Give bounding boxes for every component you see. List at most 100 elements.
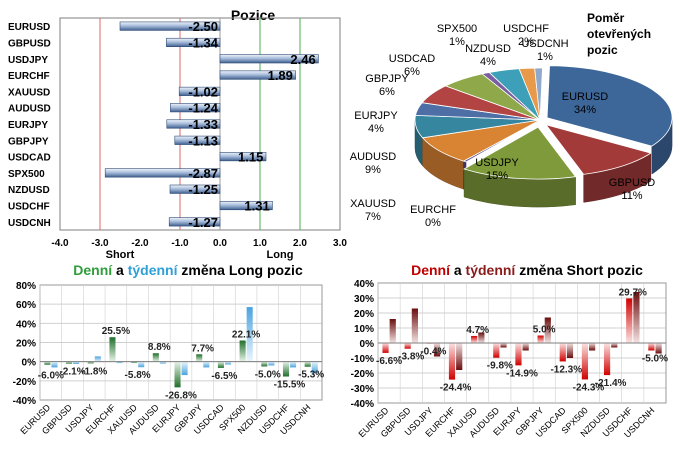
long-bar-daily-usdchf: [282, 361, 290, 377]
pie-label-value-gbpjpy: 6%: [379, 86, 395, 98]
position-bar-usdjpy: [219, 54, 319, 64]
pie-label-eurusd: EURUSD 34%: [562, 91, 609, 116]
pie-label-eurjpy: EURJPY 4%: [354, 110, 398, 135]
long-bar-weekly-xauusd: [138, 361, 145, 368]
short-data-label: -12.3%: [550, 364, 582, 375]
short-bar-weekly-gbpusd: [411, 308, 418, 343]
long-bar-daily-spx500: [239, 340, 246, 362]
long-bar-daily-gbpusd: [66, 361, 73, 364]
long-chart-title: Denní a týdenní změna Long pozic: [73, 262, 303, 278]
long-title-part-daily: Denní: [73, 262, 113, 278]
pie-label-audusd: AUDUSD 9%: [350, 151, 397, 176]
position-bar-usdchf: [219, 200, 273, 211]
position-category-label-eurjpy: EURJPY: [8, 120, 48, 131]
long-data-label: -5.0%: [255, 369, 281, 380]
short-y-tick-label: 10%: [354, 324, 374, 335]
short-y-tick-label: 20%: [354, 309, 374, 320]
short-bar-daily-usdcad: [559, 343, 566, 362]
long-y-tick-label: 40%: [16, 319, 36, 330]
pie-label-nzdusd: NZDUSD 4%: [465, 43, 511, 68]
short-y-tick-label: 30%: [354, 294, 374, 305]
pie-title: Poměr otevřených pozic: [587, 11, 654, 57]
pie-label-name-eurusd: EURUSD: [562, 91, 609, 103]
short-bar-weekly-nzdusd: [611, 343, 618, 348]
position-bar-audusd: [170, 103, 221, 113]
pie-label-spx500: SPX500 1%: [437, 23, 477, 48]
pie-label-name-eurjpy: EURJPY: [354, 110, 398, 122]
short-bar-weekly-xauusd: [478, 332, 485, 343]
pie-label-value-spx500: 1%: [449, 36, 465, 48]
position-category-label-gbpusd: GBPUSD: [8, 38, 51, 49]
short-bar-daily-gbpusd: [404, 343, 411, 349]
open-positions-pie-chart: Poměr otevřených pozic EURUSD 34% GBPUSD 11…: [350, 11, 673, 229]
short-bar-weekly-eurchf: [456, 343, 463, 370]
position-bar-gbpjpy: [174, 135, 221, 145]
long-axis-label: Long: [267, 249, 294, 261]
position-x-tick-label: 3.0: [333, 238, 347, 249]
position-x-tick-label: 2.0: [293, 238, 307, 249]
long-bar-daily-eurchf: [109, 337, 116, 362]
pie-label-value-eurusd: 34%: [574, 104, 596, 116]
pie-slice-eurusd: [546, 65, 673, 147]
long-y-tick-label: -40%: [13, 396, 36, 407]
position-bar-gbpusd: [166, 37, 221, 48]
pie-label-name-spx500: SPX500: [437, 23, 477, 35]
pie-slice-usdjpy: [463, 126, 577, 180]
position-category-label-nzdusd: NZDUSD: [8, 185, 50, 196]
position-category-label-audusd: AUDUSD: [8, 104, 51, 115]
position-bar-nzdusd: [169, 184, 221, 194]
position-category-label-usdchf: USDCHF: [8, 202, 50, 213]
short-data-label: -14.9%: [506, 368, 538, 379]
short-bar-weekly-usdcad: [566, 343, 574, 358]
long-bar-daily-nzdusd: [261, 361, 268, 367]
short-data-label: -9.8%: [487, 361, 513, 372]
pie-slice-usdcnh: [534, 67, 543, 121]
pie-label-value-usdcad: 6%: [404, 66, 420, 78]
long-bar-weekly-eurjpy: [181, 361, 188, 376]
position-value-label-usdcad: 1.15: [238, 150, 263, 165]
long-bar-daily-eurusd: [44, 361, 51, 365]
long-title-part-rest: změna Long pozic: [178, 262, 303, 278]
position-bar-eurusd: [119, 21, 221, 31]
pie-label-name-usdjpy: USDJPY: [475, 157, 519, 169]
long-data-label: -5.3%: [298, 370, 324, 381]
pie-label-value-usdjpy: 15%: [486, 170, 508, 182]
position-value-label-usdchf: 1.31: [244, 199, 269, 214]
long-y-tick-label: 20%: [16, 339, 36, 350]
position-x-tick-label: -2.0: [131, 238, 149, 249]
long-bar-weekly-usdcad: [224, 361, 232, 365]
positions-bar-chart: Pozice EURUSD -2.50 GBPUSD -1.34 USDJPY 2.46 E…: [8, 7, 347, 261]
pie-label-value-usdchf: 2%: [518, 36, 534, 48]
long-bar-weekly-gbpusd: [73, 361, 80, 364]
position-bar-eurchf: [219, 70, 296, 80]
long-bar-weekly-usdcnh: [311, 361, 318, 374]
pie-label-value-gbpusd: 11%: [621, 190, 642, 202]
pie-label-value-xauusd: 7%: [365, 211, 381, 223]
position-category-label-spx500: SPX500: [8, 169, 45, 180]
position-category-label-usdcad: USDCAD: [8, 153, 51, 164]
position-bar-eurjpy: [166, 119, 221, 129]
short-data-label: -3.8%: [398, 352, 424, 363]
pie-label-eurchf: EURCHF 0%: [410, 204, 456, 229]
short-title-part-weekly: týdenní: [466, 262, 517, 278]
long-bar-weekly-spx500: [246, 307, 253, 362]
short-y-tick-label: -30%: [351, 384, 374, 395]
short-data-label: 29.7%: [619, 287, 647, 298]
short-title-part-daily: Denní: [411, 262, 451, 278]
long-bar-weekly-eurchf: [116, 361, 123, 364]
pie-label-gbpjpy: GBPJPY 6%: [365, 73, 409, 98]
short-axis-label: Short: [106, 249, 135, 261]
long-data-label: 22.1%: [232, 329, 260, 340]
long-y-tick-label: -20%: [13, 377, 36, 388]
pie-label-name-usdcnh: USDCNH: [521, 38, 568, 50]
long-data-label: 25.5%: [102, 326, 130, 337]
short-bar-daily-usdchf: [626, 298, 633, 343]
long-bar-weekly-usdchf: [290, 361, 297, 368]
pie-label-value-nzdusd: 4%: [480, 56, 496, 68]
pie-label-name-gbpjpy: GBPJPY: [365, 73, 409, 85]
long-data-label: -6.5%: [211, 371, 237, 382]
long-data-label: -5.8%: [125, 370, 151, 381]
pie-label-name-eurchf: EURCHF: [410, 204, 456, 216]
short-y-tick-label: 40%: [354, 279, 374, 290]
long-change-bar-chart: Denní a týdenní změna Long pozic -40% -20…: [13, 262, 325, 437]
